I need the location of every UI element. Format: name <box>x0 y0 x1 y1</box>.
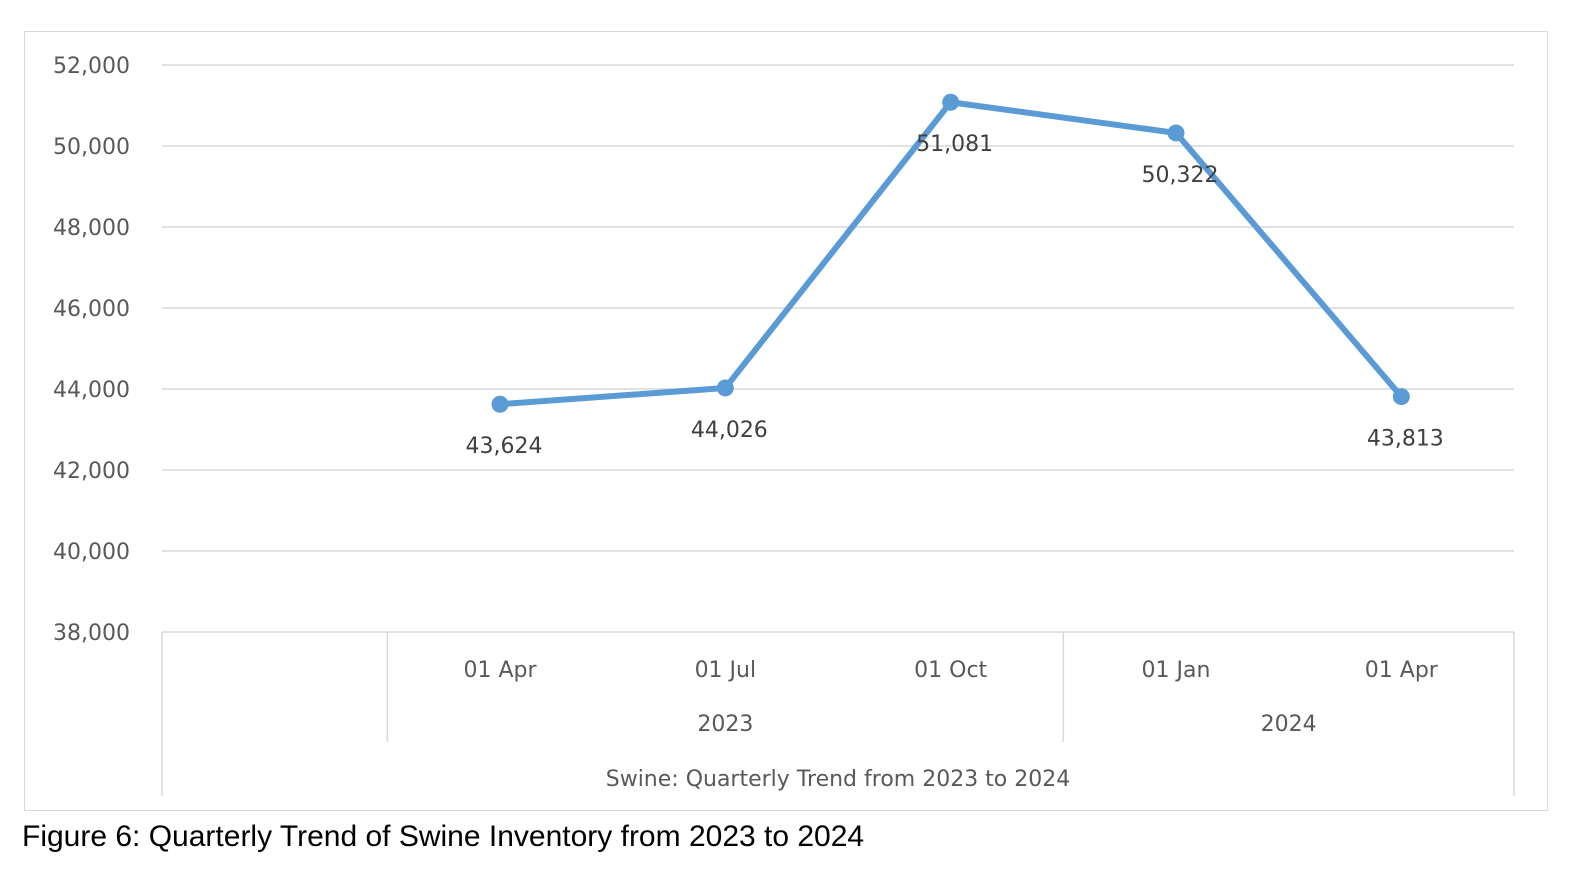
x-tick-label: 01 Apr <box>463 658 537 683</box>
x-tick-label: 01 Jul <box>695 658 757 683</box>
y-tick-label: 46,000 <box>53 297 130 322</box>
year-group-label: 2023 <box>697 712 753 737</box>
data-point <box>942 93 960 111</box>
figure-caption: Figure 6: Quarterly Trend of Swine Inven… <box>22 820 865 853</box>
chart-area <box>24 31 1548 811</box>
data-point <box>1392 388 1410 406</box>
y-tick-label: 40,000 <box>53 540 130 565</box>
data-label: 51,081 <box>916 132 993 157</box>
y-tick-label: 52,000 <box>53 54 130 79</box>
x-axis-title: Swine: Quarterly Trend from 2023 to 2024 <box>606 767 1071 792</box>
line-chart: 38,000 40,000 42,000 44,000 46,000 48,000 50,0… <box>53 54 1515 796</box>
y-tick-label: 44,000 <box>53 378 130 403</box>
data-label: 44,026 <box>691 418 768 443</box>
data-point <box>491 395 509 413</box>
year-group-label: 2024 <box>1261 712 1317 737</box>
x-tick-label: 01 Apr <box>1365 658 1439 683</box>
data-label: 50,322 <box>1142 163 1219 188</box>
y-tick-label: 50,000 <box>53 135 130 160</box>
x-tick-label: 01 Jan <box>1142 658 1211 683</box>
data-point <box>1167 124 1185 142</box>
y-tick-label: 48,000 <box>53 216 130 241</box>
y-tick-label: 38,000 <box>53 621 130 646</box>
x-tick-label: 01 Oct <box>914 658 987 683</box>
data-point <box>716 379 734 397</box>
data-label: 43,813 <box>1367 427 1444 452</box>
data-label: 43,624 <box>466 434 543 459</box>
y-tick-label: 42,000 <box>53 459 130 484</box>
